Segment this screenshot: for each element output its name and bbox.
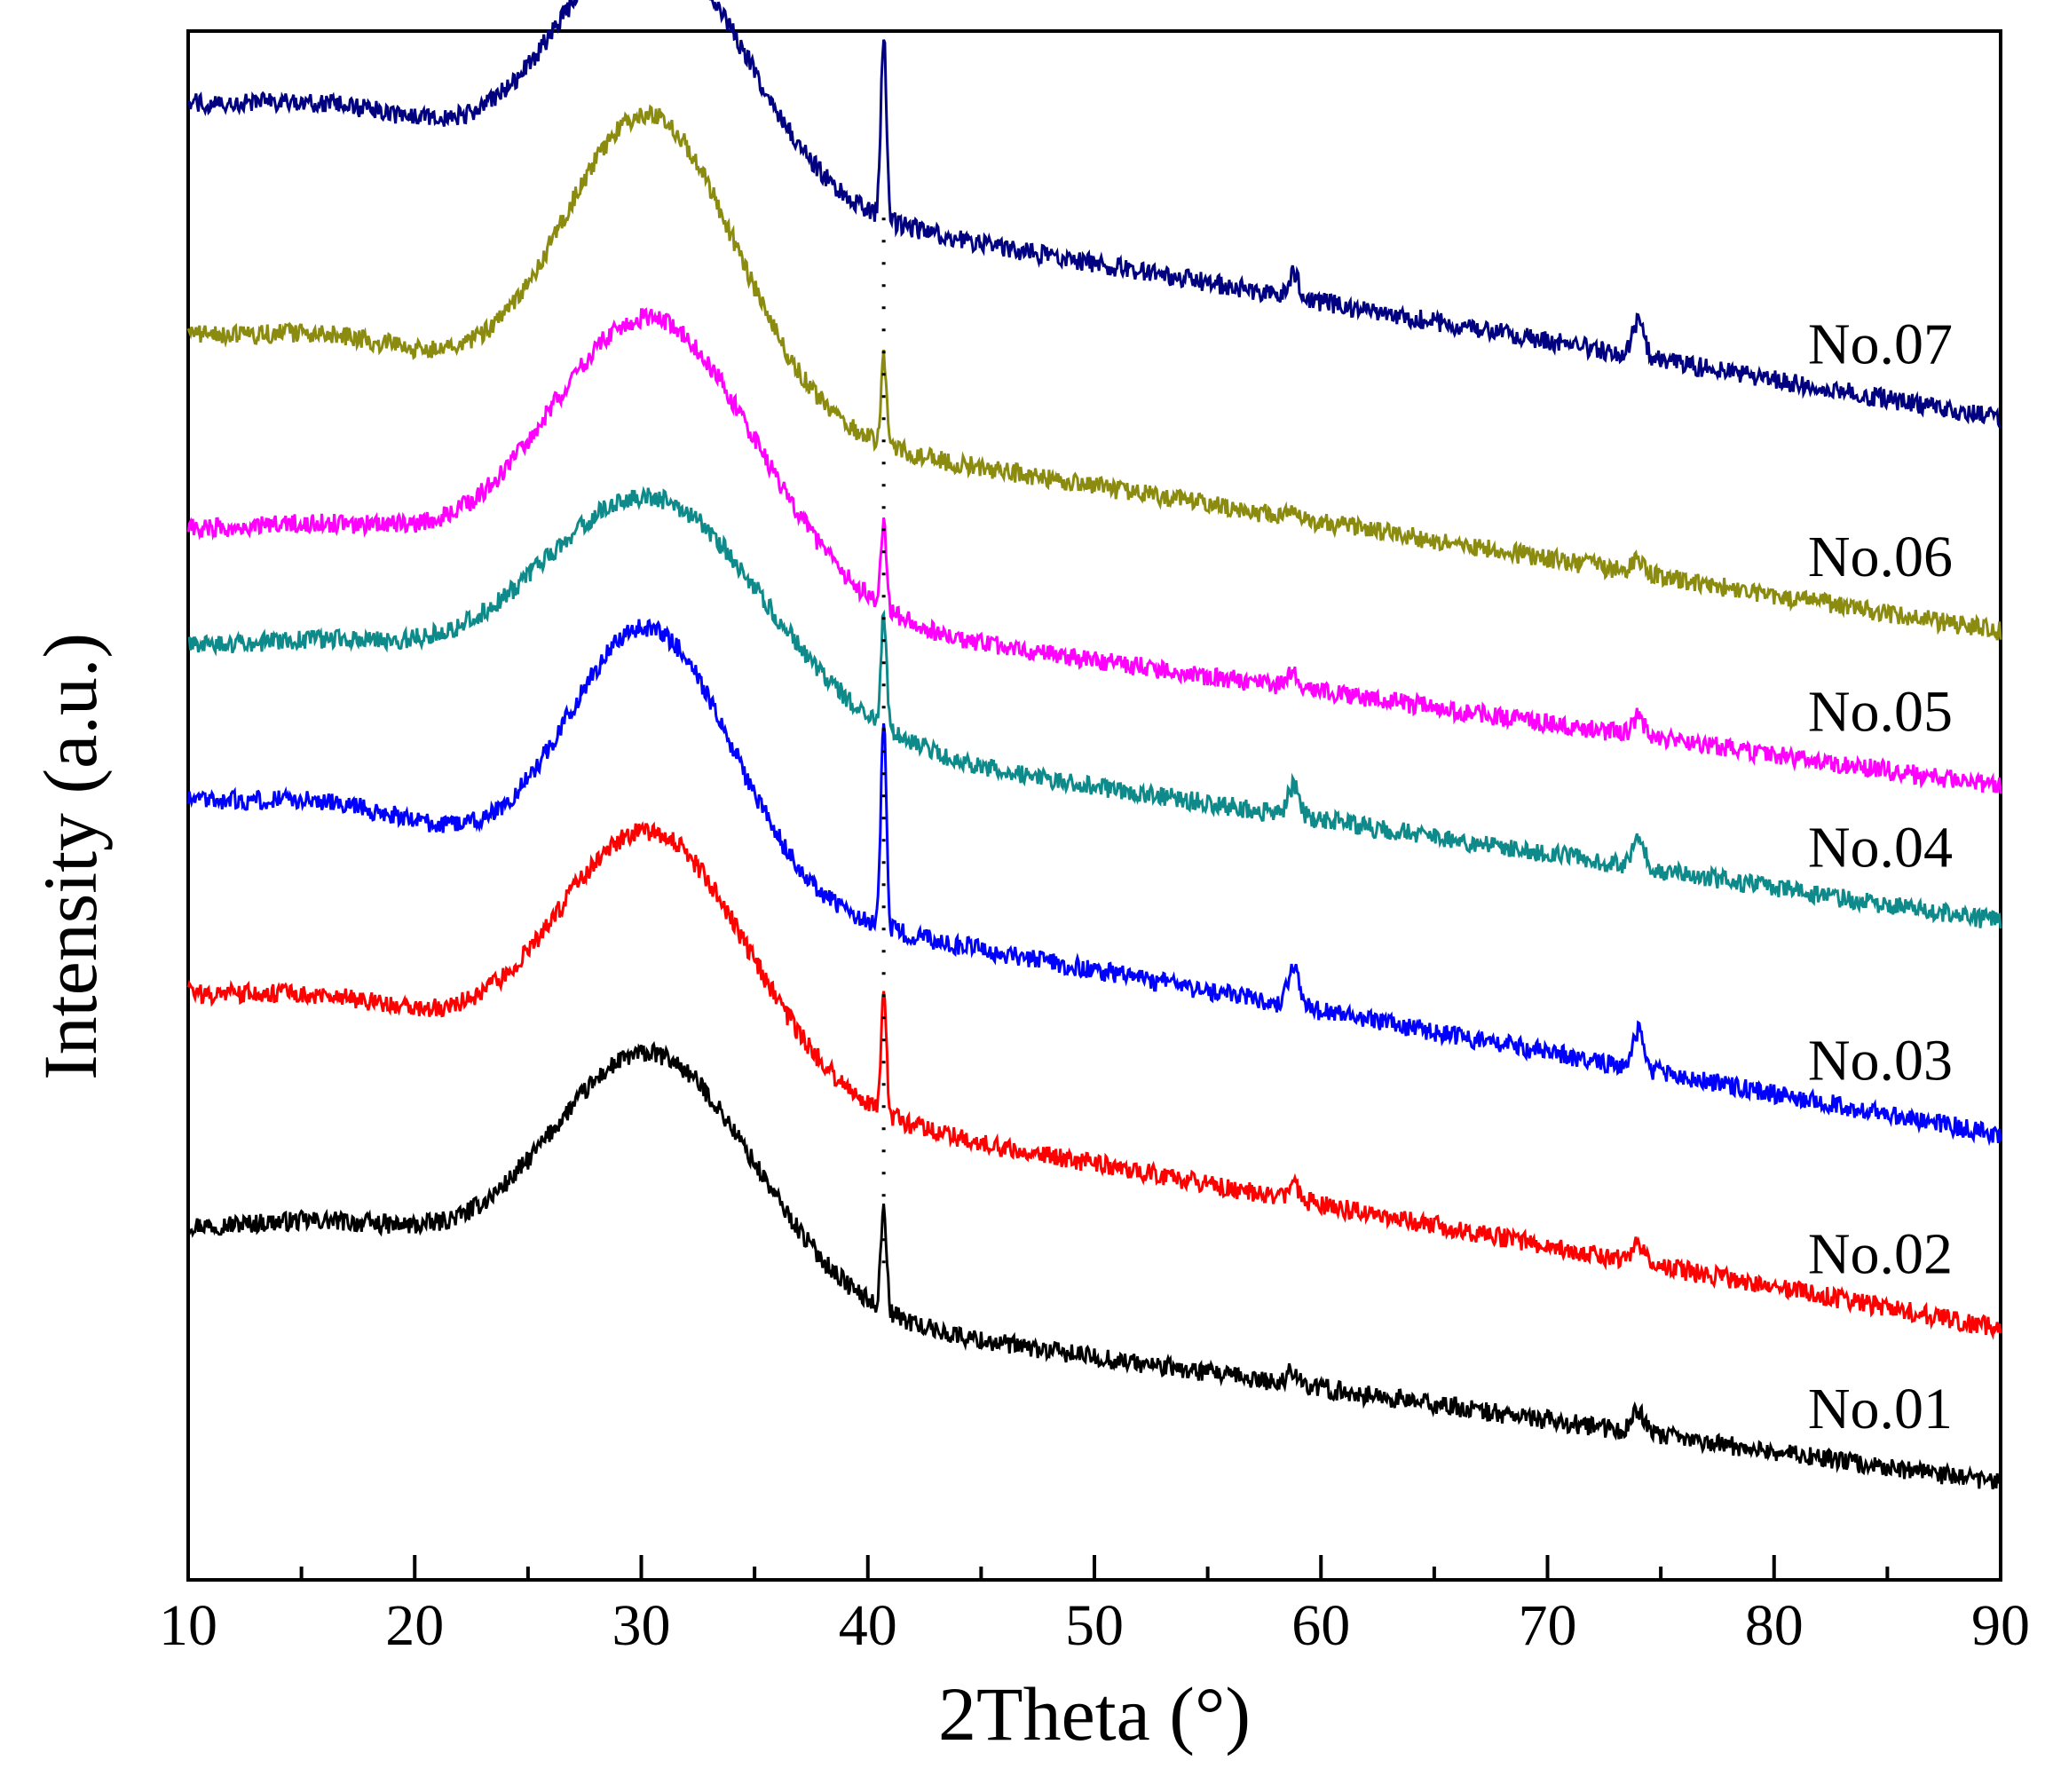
series-label-no03: No.03 <box>1808 1028 1953 1093</box>
x-axis-title: 2Theta (°) <box>938 1671 1251 1756</box>
series-label-no02: No.02 <box>1808 1221 1953 1286</box>
series-labels: No.01 No.02 No.03 No.04 No.05 No.06 No.07 <box>1808 312 1953 1441</box>
x-tick-label: 70 <box>1519 1593 1577 1658</box>
y-axis-title: Intensity (a.u.) <box>28 633 113 1080</box>
x-tick-label: 50 <box>1065 1593 1124 1658</box>
x-tick-label: 60 <box>1291 1593 1350 1658</box>
x-tick-label: 40 <box>839 1593 897 1658</box>
series-label-no04: No.04 <box>1808 815 1953 880</box>
x-axis-ticks <box>186 1555 2002 1580</box>
mo-annotation: Mo <box>846 0 929 6</box>
x-tick-label: 10 <box>159 1593 217 1658</box>
series-line-no06 <box>186 104 2002 641</box>
series-line-no05 <box>186 307 2002 794</box>
series-line-no04 <box>187 485 2002 929</box>
series-label-no07: No.07 <box>1808 312 1953 376</box>
x-tick-label: 20 <box>385 1593 444 1658</box>
series-line-no02 <box>186 821 2002 1340</box>
x-axis-tick-labels: 10 20 30 40 50 60 70 80 90 <box>159 1593 2030 1658</box>
x-tick-label: 80 <box>1745 1593 1804 1658</box>
series-line-no03 <box>186 618 2002 1147</box>
x-tick-label: 30 <box>612 1593 671 1658</box>
series-group <box>186 0 2002 1490</box>
series-label-no01: No.01 <box>1808 1377 1953 1441</box>
series-label-no05: No.05 <box>1808 680 1953 745</box>
series-line-no07 <box>186 0 2002 429</box>
series-line-no01 <box>186 1040 2002 1490</box>
x-tick-label: 90 <box>1971 1593 2030 1658</box>
series-label-no06: No.06 <box>1808 525 1953 589</box>
